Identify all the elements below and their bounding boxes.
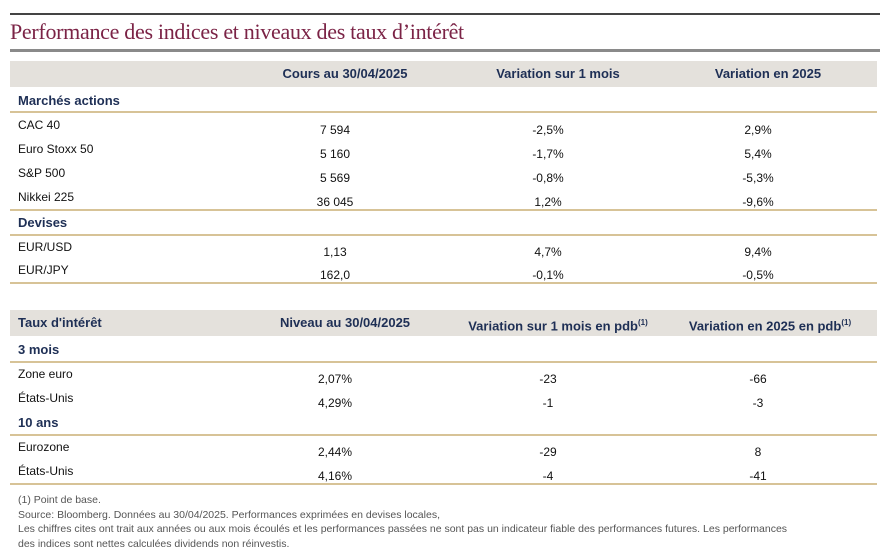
cell: -2,5% [532, 123, 564, 137]
cell: -1 [542, 396, 554, 410]
cell: -3 [752, 396, 764, 410]
top-rule [10, 13, 880, 15]
cell: -4 [542, 469, 554, 483]
cell: 36 045 [316, 195, 354, 209]
footnote-marker: (1) [637, 318, 648, 327]
row-label: EUR/JPY [18, 263, 69, 277]
cell: -0,1% [532, 268, 564, 282]
footnote-marker: (1) [841, 318, 852, 327]
cell: 8 [754, 445, 762, 459]
cell: 1,13 [323, 245, 347, 259]
cell: 1,2% [534, 195, 562, 209]
table2-header: Taux d'intérêt Niveau au 30/04/2025 Vari… [10, 310, 877, 336]
divider [10, 234, 877, 236]
cell: 2,07% [317, 372, 353, 386]
divider [10, 111, 877, 113]
table1-header: Cours au 30/04/2025 Variation sur 1 mois… [10, 61, 877, 87]
footnote-line: des indices sont nettes calculées divide… [18, 537, 290, 550]
row-label: CAC 40 [18, 118, 61, 132]
cell: 5,4% [744, 147, 772, 161]
group-marches-actions: Marchés actions [18, 93, 120, 108]
group-10-ans: 10 ans [18, 415, 59, 430]
header-taux: Taux d'intérêt [18, 315, 102, 330]
group-3-mois: 3 mois [18, 342, 60, 357]
cell: 162,0 [319, 268, 351, 282]
cell: -5,3% [742, 171, 774, 185]
row-label: Euro Stoxx 50 [18, 142, 94, 156]
row-label: S&P 500 [18, 166, 66, 180]
cell: -29 [539, 445, 557, 459]
cell: -41 [749, 469, 767, 483]
title-rule [10, 49, 880, 52]
row-label: États-Unis [18, 391, 74, 405]
header-variation-mois: Variation sur 1 mois [496, 66, 620, 81]
cell: -0,8% [532, 171, 564, 185]
footnote-line: Les chiffres cites ont trait aux années … [18, 523, 788, 535]
header-cours: Cours au 30/04/2025 [282, 66, 408, 81]
footnote-line: Source: Bloomberg. Données au 30/04/2025… [18, 508, 440, 521]
footnotes: (1) Point de base. Source: Bloomberg. Do… [18, 493, 878, 551]
cell: -66 [749, 372, 767, 386]
row-label: Zone euro [18, 367, 73, 381]
divider [10, 361, 877, 363]
row-label: États-Unis [18, 464, 74, 478]
row-label: Nikkei 225 [18, 190, 75, 204]
group-devises: Devises [18, 215, 68, 230]
cell: 9,4% [744, 245, 772, 259]
cell: -0,5% [742, 268, 774, 282]
page-title: Performance des indices et niveaux des t… [10, 19, 464, 44]
cell: 2,9% [744, 123, 772, 137]
cell: 4,29% [317, 396, 353, 410]
header-variation-mois-pdb: Variation sur 1 mois en pdb(1) [468, 318, 648, 334]
cell: -23 [539, 372, 557, 386]
cell: 7 594 [319, 123, 351, 137]
cell: 5 160 [319, 147, 351, 161]
cell: 4,7% [534, 245, 562, 259]
row-label: EUR/USD [18, 240, 73, 254]
divider [10, 434, 877, 436]
cell: 2,44% [317, 445, 353, 459]
footnote-line: (1) Point de base. [18, 494, 101, 506]
header-variation-annee-pdb: Variation en 2025 en pdb(1) [688, 318, 852, 334]
header-niveau: Niveau au 30/04/2025 [279, 315, 411, 330]
cell: -1,7% [532, 147, 564, 161]
divider [10, 209, 877, 211]
cell: 5 569 [319, 171, 351, 185]
cell: -9,6% [742, 195, 774, 209]
divider [10, 282, 877, 284]
header-variation-annee: Variation en 2025 [714, 66, 822, 81]
row-label: Eurozone [18, 440, 70, 454]
divider [10, 483, 877, 485]
cell: 4,16% [317, 469, 353, 483]
